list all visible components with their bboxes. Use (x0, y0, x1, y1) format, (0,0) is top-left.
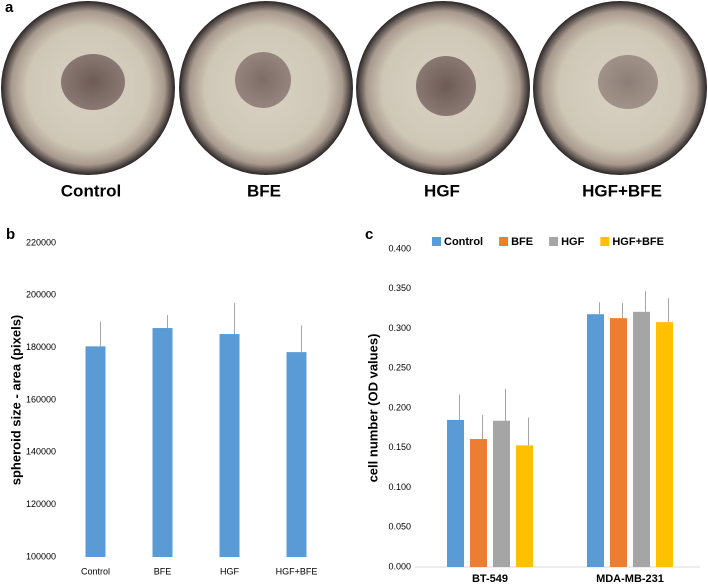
bar (493, 420, 510, 567)
bar (610, 318, 627, 567)
legend-label: BFE (511, 236, 533, 248)
legend-swatch (549, 237, 559, 246)
spheroid (235, 52, 291, 108)
photo-caption: BFE (247, 181, 281, 200)
legend-swatch (499, 237, 509, 246)
legend-swatch (432, 237, 441, 246)
bar (587, 314, 604, 567)
y-axis-label: cell number (OD values) (365, 334, 380, 483)
y-tick-label: 180000 (26, 342, 56, 352)
photo-caption: HGF (424, 181, 460, 200)
bar (633, 311, 650, 567)
y-tick-label: 0.050 (388, 522, 411, 532)
bar (447, 419, 464, 567)
x-tick-label: BFE (154, 566, 172, 576)
y-tick-label: 0.150 (388, 442, 411, 452)
bar (516, 445, 533, 567)
y-tick-label: 0.250 (388, 363, 411, 373)
bar (85, 346, 106, 557)
x-tick-label: HGF+BFE (276, 566, 318, 576)
y-tick-label: 0.200 (388, 402, 411, 412)
panel-label: a (5, 0, 14, 16)
photo-caption: Control (61, 181, 121, 200)
y-tick-label: 140000 (26, 447, 56, 457)
legend-label: Control (444, 236, 483, 248)
x-tick-label: BT-549 (472, 573, 508, 585)
y-tick-label: 0.300 (388, 323, 411, 333)
y-tick-label: 160000 (26, 394, 56, 404)
y-axis-label: spheroid size - area (pixels) (8, 315, 23, 486)
spheroid (416, 56, 476, 116)
bar (656, 322, 673, 567)
y-tick-label: 120000 (26, 499, 56, 509)
y-tick-label: 100000 (26, 551, 56, 561)
panel-label: c (365, 226, 373, 243)
y-tick-label: 0.350 (388, 283, 411, 293)
x-tick-label: MDA-MB-231 (596, 573, 664, 585)
y-tick-label: 0.100 (388, 482, 411, 492)
legend-label: HGF+BFE (612, 236, 664, 248)
y-tick-label: 0.000 (388, 561, 411, 571)
bar (470, 439, 487, 567)
y-tick-label: 0.400 (388, 243, 411, 253)
spheroid (598, 55, 658, 109)
y-tick-label: 220000 (26, 237, 56, 247)
spheroid (61, 54, 125, 110)
photos (1, 1, 707, 175)
y-tick-label: 200000 (26, 290, 56, 300)
bar (219, 334, 240, 557)
photo-caption: HGF+BFE (582, 181, 662, 200)
bar (152, 328, 173, 557)
legend-swatch (600, 237, 610, 246)
x-tick-label: HGF (220, 566, 240, 576)
panel-label: b (6, 226, 15, 243)
legend-label: HGF (561, 236, 585, 248)
x-tick-label: Control (81, 566, 110, 576)
bar (286, 352, 307, 557)
